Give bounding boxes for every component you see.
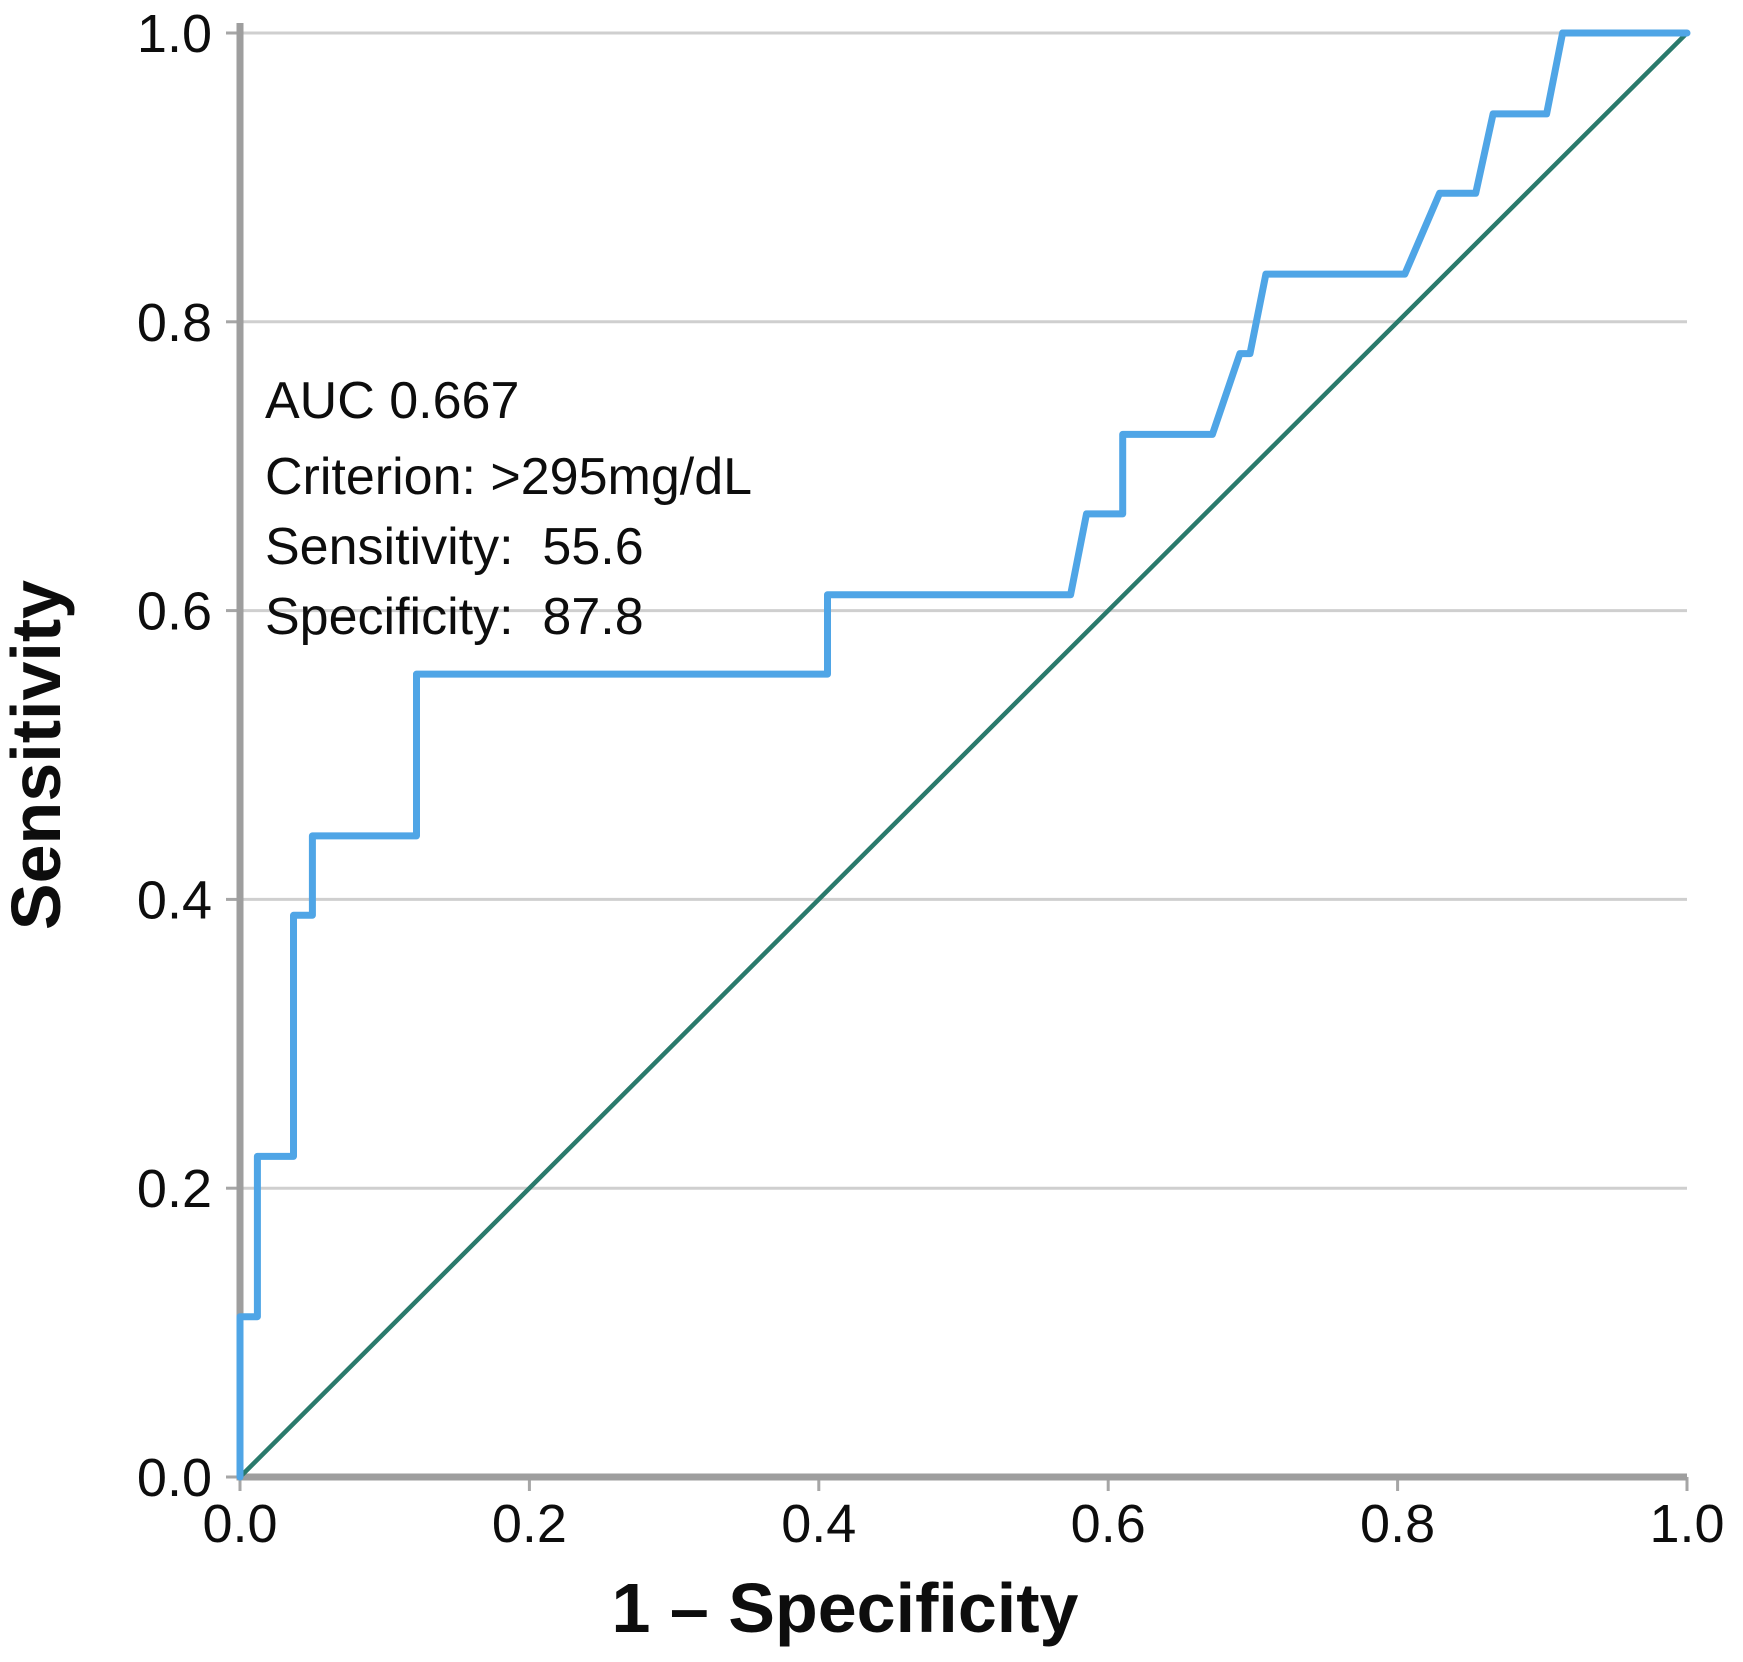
roc-curve-line xyxy=(236,29,1691,1481)
y-axis-title: Sensitivity xyxy=(0,580,75,930)
tick-label-layer: 0.0 0.2 0.4 0.6 0.8 1.0 0.0 0.2 0.4 0.6 0.8 1.0 xyxy=(137,4,1725,1554)
annotation-criterion: Criterion: >295mg/dL xyxy=(265,448,752,506)
x-tick-label: 0.8 xyxy=(1360,1494,1435,1554)
annotation-auc: AUC 0.667 xyxy=(265,372,519,430)
y-tick-label: 0.0 xyxy=(137,1448,212,1508)
x-axis-title: 1 – Specificity xyxy=(612,1569,1079,1647)
y-tick-label: 0.2 xyxy=(137,1159,212,1219)
x-tick-label: 0.6 xyxy=(1071,1494,1146,1554)
y-tick-label: 0.4 xyxy=(137,870,212,930)
x-tick-label: 0.2 xyxy=(492,1494,567,1554)
y-tick-label: 0.8 xyxy=(137,293,212,353)
annotation-sensitivity: Sensitivity: 55.6 xyxy=(265,518,644,576)
y-tick-label: 1.0 xyxy=(137,4,212,64)
y-tick-label: 0.6 xyxy=(137,582,212,642)
x-tick-label: 1.0 xyxy=(1649,1494,1724,1554)
gridline-layer xyxy=(240,31,1687,1190)
series-layer xyxy=(236,29,1691,1481)
annotation-specificity: Specificity: 87.8 xyxy=(265,588,644,646)
x-tick-label: 0.0 xyxy=(202,1494,277,1554)
x-tick-label: 0.4 xyxy=(781,1494,856,1554)
reference-diagonal-line xyxy=(237,30,1690,1480)
